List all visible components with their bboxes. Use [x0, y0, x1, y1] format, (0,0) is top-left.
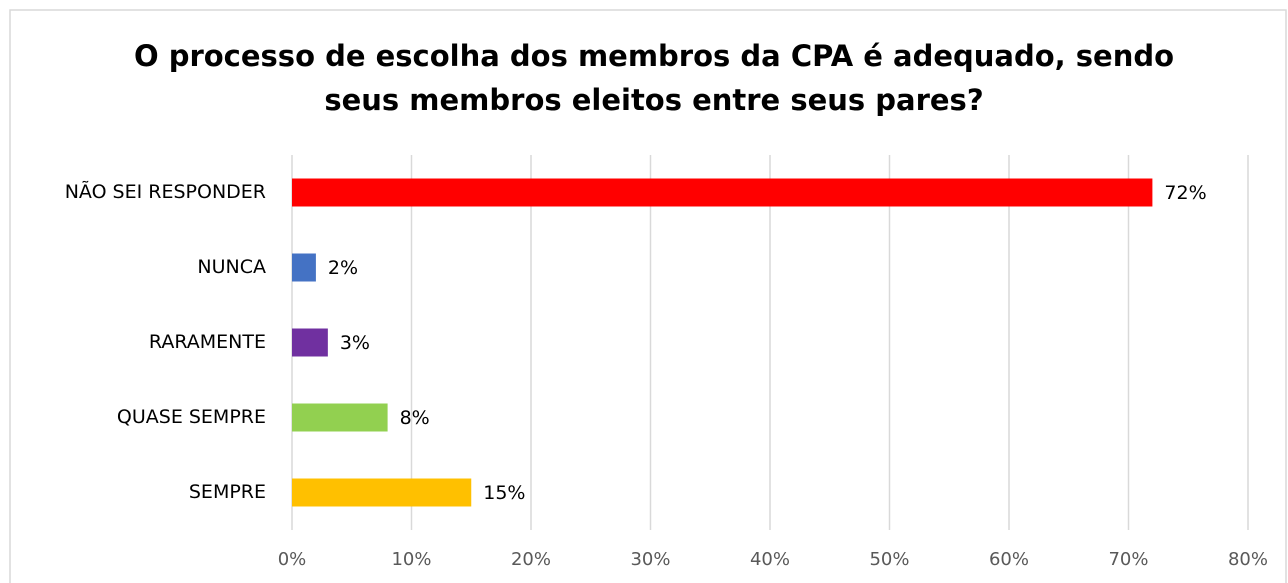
chart-border: [9, 9, 1287, 583]
bar: [292, 328, 328, 357]
x-tick-label: 40%: [750, 549, 790, 570]
y-tick-label: QUASE SEMPRE: [117, 406, 266, 428]
x-tick-label: 20%: [511, 549, 551, 570]
x-tick-label: 70%: [1108, 549, 1148, 570]
chart-title: O processo de escolha dos membros da CPA…: [134, 39, 1174, 73]
bar: [292, 478, 472, 507]
y-tick-label: NUNCA: [197, 256, 266, 278]
x-tick-label: 80%: [1228, 549, 1268, 570]
data-label: 72%: [1164, 182, 1206, 204]
y-tick-label: SEMPRE: [189, 481, 266, 503]
y-tick-label: NÃO SEI RESPONDER: [65, 180, 266, 203]
data-label: 3%: [340, 332, 370, 354]
x-tick-label: 50%: [869, 549, 909, 570]
x-tick-label: 10%: [391, 549, 431, 570]
chart-title: seus membros eleitos entre seus pares?: [324, 83, 983, 117]
data-label: 8%: [400, 407, 430, 429]
x-tick-label: 30%: [630, 549, 670, 570]
data-label: 2%: [328, 257, 358, 279]
x-tick-label: 60%: [989, 549, 1029, 570]
bar: [292, 403, 388, 432]
data-label: 15%: [483, 482, 525, 504]
bar: [292, 253, 316, 282]
bar: [292, 178, 1153, 207]
y-tick-label: RARAMENTE: [149, 331, 266, 353]
x-tick-label: 0%: [278, 549, 307, 570]
